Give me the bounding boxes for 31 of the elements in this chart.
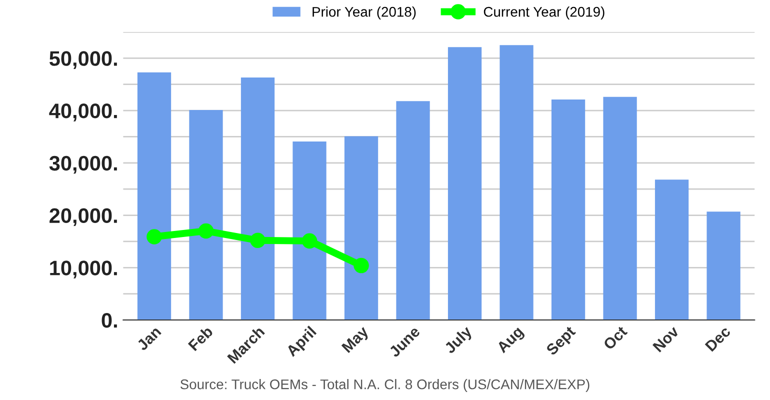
- y-tick-label: 0.: [102, 313, 117, 328]
- y-tick-label: 30,000.: [49, 156, 117, 174]
- bar: [551, 100, 586, 320]
- x-tick-label: Oct: [602, 325, 628, 350]
- point: [250, 232, 266, 248]
- x-tick-label: Nov: [652, 325, 680, 352]
- legend-label: Current Year (2019): [484, 6, 604, 20]
- bar: [292, 141, 326, 320]
- y-tick-label: 40,000.: [49, 104, 117, 122]
- point: [354, 258, 369, 274]
- legend-label: Prior Year (2018): [312, 6, 416, 20]
- bar: [344, 136, 378, 320]
- bar: [603, 96, 637, 320]
- bar: [654, 180, 689, 320]
- bar: [137, 72, 172, 320]
- bar: [240, 78, 275, 320]
- point: [198, 223, 214, 239]
- y-tick-label: 10,000.: [50, 260, 117, 278]
- y-tick-label: 20,000.: [50, 208, 117, 226]
- x-tick-label: Jan: [136, 326, 162, 352]
- bar: [500, 45, 534, 320]
- bar: [448, 47, 482, 320]
- x-tick-label: Feb: [188, 325, 214, 352]
- bar: [396, 101, 430, 320]
- source-note: Source: Truck OEMs - Total N.A. Cl. 8 Orders (US/CAN/MEX/EXP): [180, 379, 590, 392]
- point: [146, 229, 162, 244]
- bar: [706, 212, 740, 320]
- x-tick-label: Dec: [704, 326, 732, 352]
- point: [302, 233, 318, 249]
- bar: [189, 110, 223, 320]
- y-tick-label: 50,000.: [49, 51, 117, 69]
